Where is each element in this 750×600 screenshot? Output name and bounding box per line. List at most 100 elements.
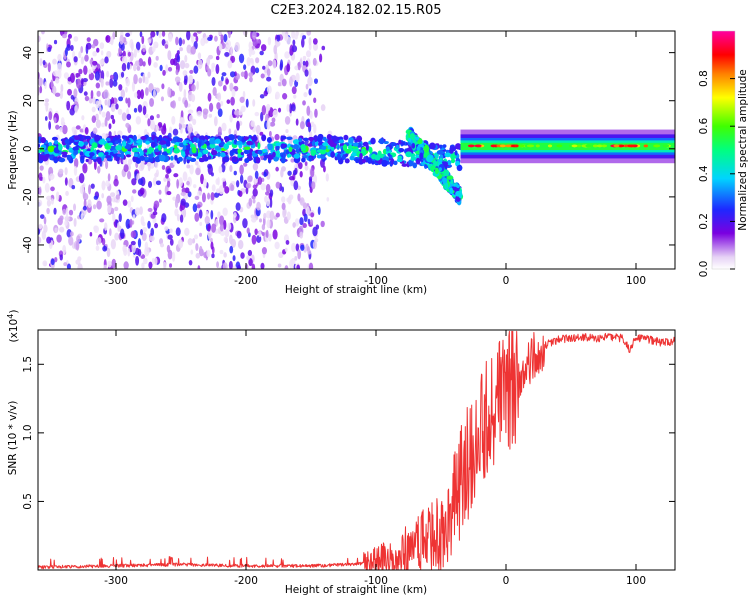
band-blob [282, 151, 286, 159]
band-blob [182, 140, 187, 146]
noise-blob [310, 212, 315, 218]
band-blob [361, 158, 366, 164]
band-blob [311, 139, 316, 147]
noise-blob [160, 96, 164, 102]
noise-blob [144, 113, 149, 119]
noise-blob [107, 173, 111, 182]
noise-blob [255, 67, 260, 74]
noise-blob [111, 196, 117, 203]
noise-blob [167, 50, 172, 61]
noise-blob [261, 104, 267, 116]
branch-blob [408, 137, 412, 143]
noise-blob [312, 42, 319, 51]
noise-blob [297, 193, 301, 202]
noise-blob [108, 131, 112, 137]
noise-blob [210, 210, 214, 220]
noise-blob [210, 192, 215, 201]
branch-blob [423, 144, 430, 153]
noise-blob [49, 173, 55, 181]
noise-blob [74, 104, 79, 114]
noise-blob [281, 202, 286, 211]
band-blob [449, 146, 457, 152]
noise-blob [42, 176, 46, 184]
peak-blob [613, 144, 620, 148]
noise-blob [243, 70, 248, 80]
noise-blob [325, 173, 329, 182]
noise-blob [307, 121, 311, 128]
snr-series-line [38, 330, 675, 570]
noise-blob [50, 186, 55, 192]
band-blob [104, 151, 109, 156]
band-blob [191, 146, 197, 154]
noise-blob [161, 31, 166, 37]
band-blob [329, 142, 337, 148]
band-blob [116, 134, 121, 140]
x-tick-label: -200 [234, 275, 258, 287]
peak-blob [592, 144, 598, 148]
band-blob [383, 140, 389, 145]
noise-blob [92, 127, 98, 134]
noise-blob [63, 262, 68, 267]
noise-blob [109, 74, 114, 80]
noise-blob [134, 207, 141, 216]
band-blob [280, 135, 287, 140]
noise-blob [252, 188, 258, 197]
noise-blob [182, 208, 187, 218]
band-blob [105, 137, 111, 142]
band-blob [267, 154, 273, 161]
noise-blob [224, 44, 231, 52]
band-blob [286, 136, 293, 141]
band-blob [302, 137, 309, 142]
noise-blob [208, 113, 213, 118]
branch-blob [449, 187, 453, 195]
band-blob [231, 156, 236, 162]
noise-blob [161, 164, 166, 170]
band-blob [74, 150, 79, 155]
noise-blob [99, 218, 105, 223]
spectrogram-heatmap [38, 31, 675, 269]
y-tick-label: 0 [22, 145, 34, 152]
noise-blob [153, 200, 160, 209]
noise-blob [147, 56, 152, 66]
noise-blob [263, 212, 267, 220]
noise-blob [50, 79, 54, 89]
noise-blob [43, 224, 48, 234]
noise-blob [255, 124, 261, 135]
noise-blob [57, 53, 62, 62]
band-blob [261, 134, 267, 142]
noise-blob [303, 92, 308, 98]
band-blob [454, 150, 458, 156]
noise-blob [271, 117, 276, 123]
noise-blob [62, 244, 67, 255]
noise-blob [280, 168, 284, 178]
noise-blob [194, 212, 200, 222]
peak-blob [617, 144, 625, 148]
noise-blob [243, 64, 247, 71]
band-blob [398, 139, 402, 145]
noise-blob [120, 71, 125, 78]
noise-blob [97, 237, 102, 245]
noise-blob [107, 260, 112, 268]
band-blob [262, 148, 268, 153]
noise-blob [60, 84, 64, 93]
noise-blob [54, 257, 58, 263]
noise-blob [299, 231, 304, 239]
noise-blob [274, 91, 280, 100]
noise-blob [105, 34, 111, 43]
noise-blob [237, 239, 244, 250]
band-blob [369, 147, 373, 154]
band-blob [198, 158, 205, 163]
noise-blob [192, 118, 197, 126]
noise-blob [221, 122, 227, 132]
noise-blob [136, 89, 142, 100]
band-blob [355, 158, 359, 164]
noise-blob [177, 238, 184, 249]
band-blob [243, 149, 251, 155]
noise-blob [105, 81, 110, 86]
noise-blob [44, 102, 49, 107]
band-blob [64, 138, 70, 145]
band-blob [65, 142, 70, 150]
peak-blob [514, 144, 519, 148]
band-blob [330, 151, 336, 158]
noise-blob [190, 46, 196, 55]
